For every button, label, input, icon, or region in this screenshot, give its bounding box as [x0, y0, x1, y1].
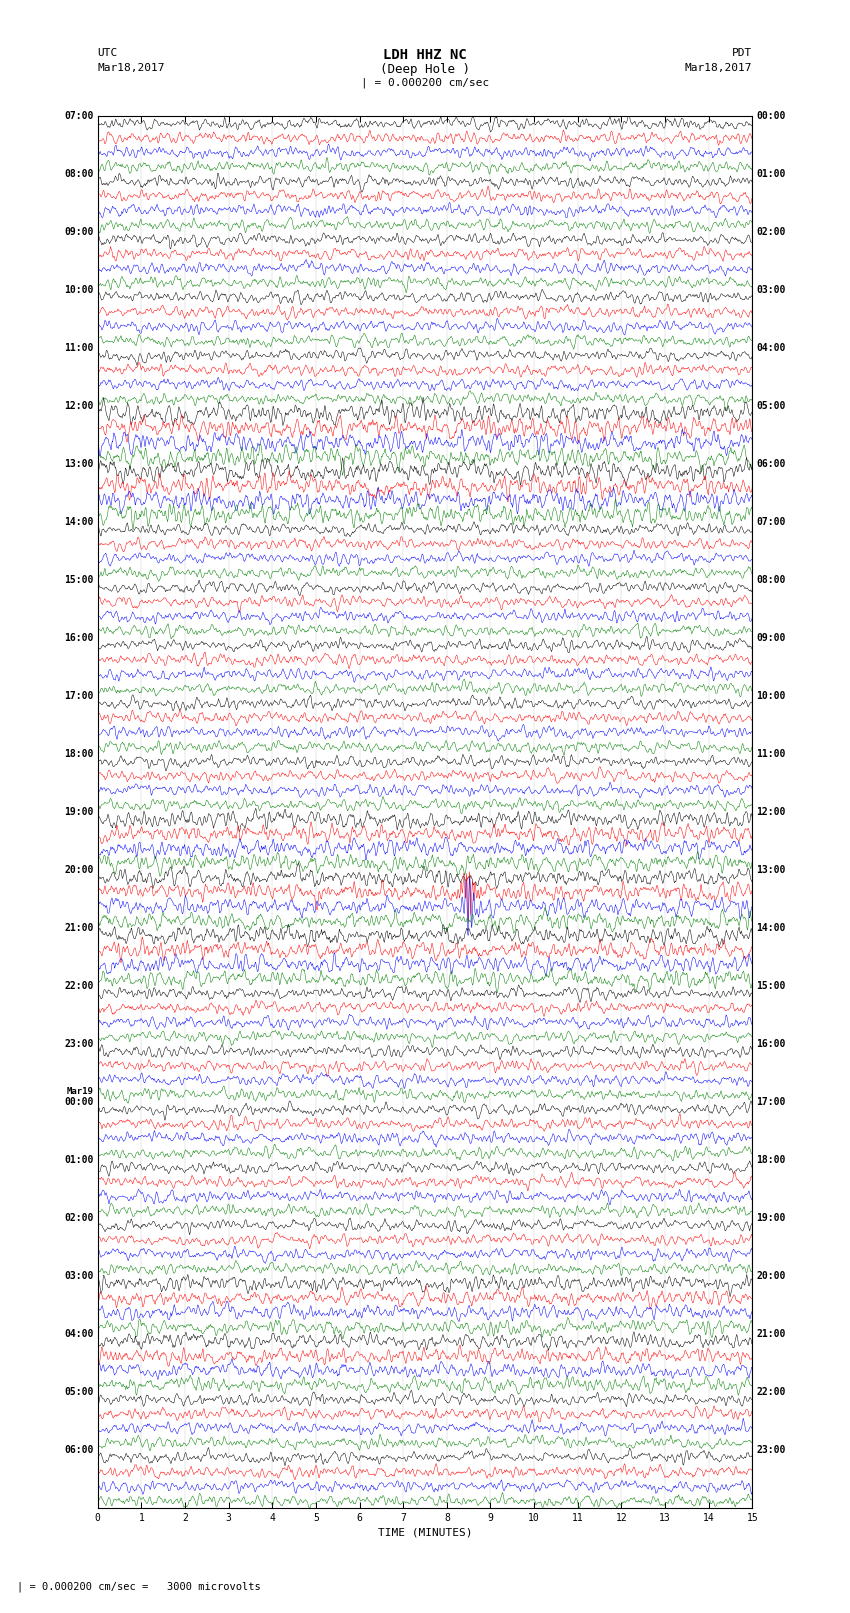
Text: 06:00: 06:00 — [756, 460, 786, 469]
Text: 15:00: 15:00 — [756, 981, 786, 990]
Text: 10:00: 10:00 — [64, 286, 94, 295]
Text: 21:00: 21:00 — [756, 1329, 786, 1339]
Text: 19:00: 19:00 — [64, 806, 94, 818]
Text: | = 0.000200 cm/sec =   3000 microvolts: | = 0.000200 cm/sec = 3000 microvolts — [17, 1582, 261, 1592]
Text: PDT: PDT — [732, 48, 752, 58]
Text: 09:00: 09:00 — [64, 227, 94, 237]
Text: 03:00: 03:00 — [64, 1271, 94, 1281]
Text: LDH HHZ NC: LDH HHZ NC — [383, 48, 467, 63]
Text: 08:00: 08:00 — [64, 169, 94, 179]
Text: 12:00: 12:00 — [756, 806, 786, 818]
Text: 18:00: 18:00 — [64, 748, 94, 760]
Text: 02:00: 02:00 — [756, 227, 786, 237]
Text: 05:00: 05:00 — [756, 402, 786, 411]
Text: 13:00: 13:00 — [756, 865, 786, 876]
Text: 22:00: 22:00 — [756, 1387, 786, 1397]
Text: 13:00: 13:00 — [64, 460, 94, 469]
X-axis label: TIME (MINUTES): TIME (MINUTES) — [377, 1528, 473, 1537]
Text: 14:00: 14:00 — [64, 518, 94, 527]
Text: 00:00: 00:00 — [64, 1097, 94, 1107]
Text: Mar18,2017: Mar18,2017 — [685, 63, 752, 73]
Text: 20:00: 20:00 — [64, 865, 94, 876]
Text: 17:00: 17:00 — [64, 690, 94, 702]
Text: 23:00: 23:00 — [64, 1039, 94, 1048]
Text: Mar19: Mar19 — [66, 1087, 94, 1095]
Text: (Deep Hole ): (Deep Hole ) — [380, 63, 470, 76]
Text: 16:00: 16:00 — [64, 634, 94, 644]
Text: 09:00: 09:00 — [756, 634, 786, 644]
Text: 00:00: 00:00 — [756, 111, 786, 121]
Text: 07:00: 07:00 — [64, 111, 94, 121]
Text: 02:00: 02:00 — [64, 1213, 94, 1223]
Text: 01:00: 01:00 — [64, 1155, 94, 1165]
Text: 06:00: 06:00 — [64, 1445, 94, 1455]
Text: 20:00: 20:00 — [756, 1271, 786, 1281]
Text: 21:00: 21:00 — [64, 923, 94, 934]
Text: 22:00: 22:00 — [64, 981, 94, 990]
Text: Mar18,2017: Mar18,2017 — [98, 63, 165, 73]
Text: 18:00: 18:00 — [756, 1155, 786, 1165]
Text: 05:00: 05:00 — [64, 1387, 94, 1397]
Text: 23:00: 23:00 — [756, 1445, 786, 1455]
Text: 17:00: 17:00 — [756, 1097, 786, 1107]
Text: 15:00: 15:00 — [64, 576, 94, 586]
Text: 12:00: 12:00 — [64, 402, 94, 411]
Text: 08:00: 08:00 — [756, 576, 786, 586]
Text: 19:00: 19:00 — [756, 1213, 786, 1223]
Text: 04:00: 04:00 — [64, 1329, 94, 1339]
Text: 16:00: 16:00 — [756, 1039, 786, 1048]
Text: 07:00: 07:00 — [756, 518, 786, 527]
Text: 01:00: 01:00 — [756, 169, 786, 179]
Text: 14:00: 14:00 — [756, 923, 786, 934]
Text: UTC: UTC — [98, 48, 118, 58]
Text: 11:00: 11:00 — [756, 748, 786, 760]
Text: 03:00: 03:00 — [756, 286, 786, 295]
Text: | = 0.000200 cm/sec: | = 0.000200 cm/sec — [361, 77, 489, 89]
Text: 10:00: 10:00 — [756, 690, 786, 702]
Text: 11:00: 11:00 — [64, 344, 94, 353]
Text: 04:00: 04:00 — [756, 344, 786, 353]
